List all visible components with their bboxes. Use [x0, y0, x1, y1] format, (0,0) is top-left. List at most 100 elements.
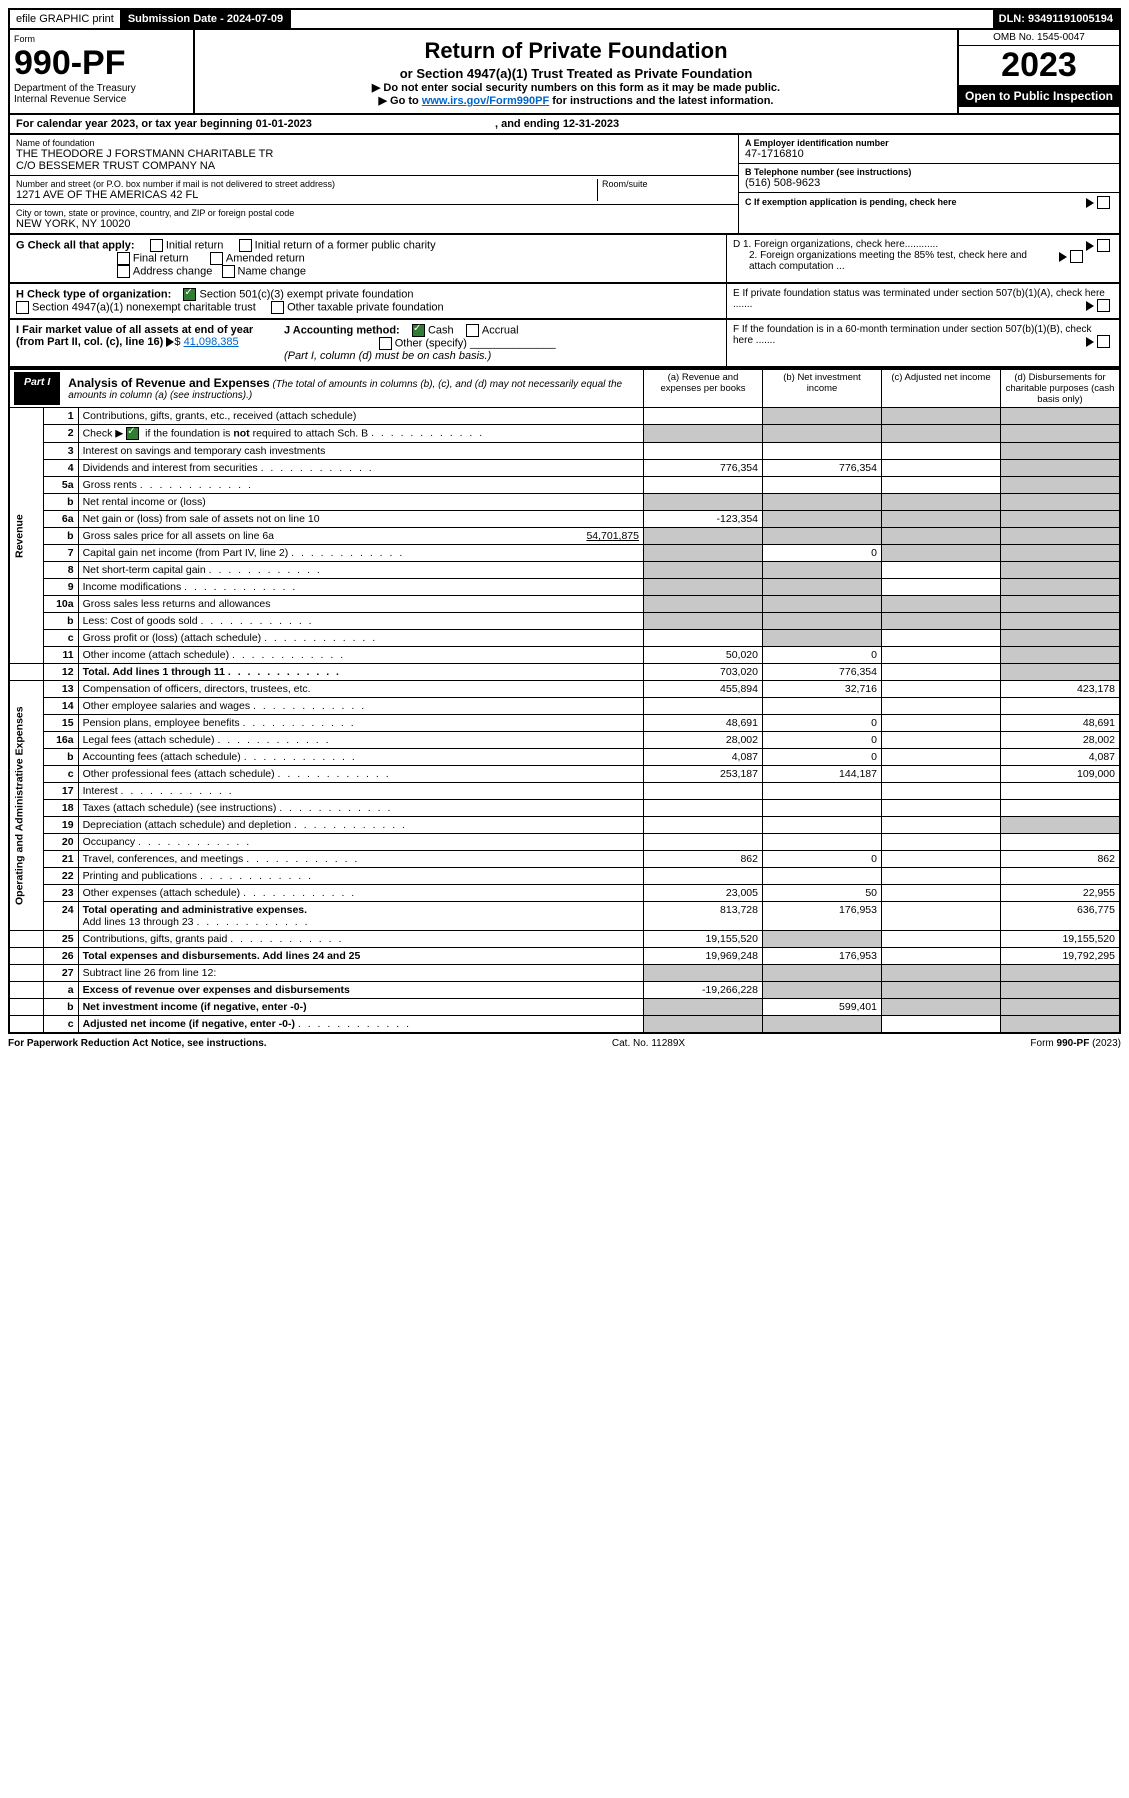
table-row: 2Check ▶ if the foundation is not requir…	[9, 425, 1120, 443]
table-row: 7Capital gain net income (from Part IV, …	[9, 545, 1120, 562]
city-label: City or town, state or province, country…	[16, 208, 732, 218]
form-number: 990-PF	[14, 44, 189, 83]
table-row: bGross sales price for all assets on lin…	[9, 528, 1120, 545]
j-cash-checkbox[interactable]	[412, 324, 425, 337]
i-val[interactable]: 41,098,385	[184, 336, 239, 348]
ij-row: I Fair market value of all assets at end…	[8, 320, 1121, 368]
col-d: (d) Disbursements for charitable purpose…	[1001, 369, 1121, 408]
col-c: (c) Adjusted net income	[882, 369, 1001, 408]
table-row: bAccounting fees (attach schedule) 4,087…	[9, 749, 1120, 766]
table-row: 14Other employee salaries and wages	[9, 698, 1120, 715]
efile-topbar: efile GRAPHIC print Submission Date - 20…	[8, 8, 1121, 30]
col-b: (b) Net investment income	[763, 369, 882, 408]
ein-val: 47-1716810	[745, 148, 1113, 160]
g-name-checkbox[interactable]	[222, 265, 235, 278]
note-link: ▶ Go to www.irs.gov/Form990PF for instru…	[201, 94, 951, 107]
open-inspection: Open to Public Inspection	[959, 85, 1119, 107]
table-row: 15Pension plans, employee benefits 48,69…	[9, 715, 1120, 732]
table-row: Operating and Administrative Expenses 13…	[9, 681, 1120, 698]
form-word: Form	[14, 34, 189, 44]
g-initial-public-checkbox[interactable]	[239, 239, 252, 252]
h-other-checkbox[interactable]	[271, 301, 284, 314]
table-row: 20Occupancy	[9, 834, 1120, 851]
e-label: E If private foundation status was termi…	[733, 288, 1105, 310]
ein-label: A Employer identification number	[745, 138, 1113, 148]
j-other-checkbox[interactable]	[379, 337, 392, 350]
d2-checkbox[interactable]	[1070, 250, 1083, 263]
part1-tab: Part I	[14, 372, 60, 405]
name-label: Name of foundation	[16, 138, 732, 148]
table-row: Revenue 1Contributions, gifts, grants, e…	[9, 408, 1120, 425]
arrow-icon	[1086, 337, 1094, 347]
table-row: 5aGross rents	[9, 477, 1120, 494]
f-checkbox[interactable]	[1097, 335, 1110, 348]
omb: OMB No. 1545-0047	[959, 30, 1119, 46]
table-row: 6aNet gain or (loss) from sale of assets…	[9, 511, 1120, 528]
irs: Internal Revenue Service	[14, 94, 189, 105]
foundation-name-1: THE THEODORE J FORSTMANN CHARITABLE TR	[16, 148, 732, 160]
table-row: 4Dividends and interest from securities …	[9, 460, 1120, 477]
arrow-icon	[1086, 301, 1094, 311]
g-row: G Check all that apply: Initial return I…	[8, 235, 1121, 284]
table-row: 27Subtract line 26 from line 12:	[9, 965, 1120, 982]
h-label: H Check type of organization:	[16, 288, 171, 300]
arrow-icon	[1086, 241, 1094, 251]
foot-left: For Paperwork Reduction Act Notice, see …	[8, 1038, 267, 1049]
foot-right: Form 990-PF (2023)	[1030, 1038, 1121, 1049]
addr-label: Number and street (or P.O. box number if…	[16, 179, 597, 189]
table-row: 24Total operating and administrative exp…	[9, 902, 1120, 931]
j-note: (Part I, column (d) must be on cash basi…	[284, 350, 491, 362]
d1-checkbox[interactable]	[1097, 239, 1110, 252]
j-accrual-checkbox[interactable]	[466, 324, 479, 337]
table-row: 18Taxes (attach schedule) (see instructi…	[9, 800, 1120, 817]
tel-label: B Telephone number (see instructions)	[745, 167, 1113, 177]
table-row: 16aLegal fees (attach schedule) 28,00202…	[9, 732, 1120, 749]
g-address-checkbox[interactable]	[117, 265, 130, 278]
revenue-section: Revenue	[9, 408, 43, 664]
addr-val: 1271 AVE OF THE AMERICAS 42 FL	[16, 189, 597, 201]
table-row: 10aGross sales less returns and allowanc…	[9, 596, 1120, 613]
c-checkbox[interactable]	[1097, 196, 1110, 209]
table-row: 22Printing and publications	[9, 868, 1120, 885]
f-label: F If the foundation is in a 60-month ter…	[733, 324, 1092, 346]
efile-label: efile GRAPHIC print	[10, 10, 122, 28]
h-4947-checkbox[interactable]	[16, 301, 29, 314]
arrow-icon	[1086, 198, 1094, 208]
part1-table: Part I Analysis of Revenue and Expenses …	[8, 368, 1121, 1034]
table-row: 26Total expenses and disbursements. Add …	[9, 948, 1120, 965]
table-row: bNet rental income or (loss)	[9, 494, 1120, 511]
j-label: J Accounting method:	[284, 324, 400, 336]
schb-checkbox[interactable]	[126, 427, 139, 440]
table-row: cAdjusted net income (if negative, enter…	[9, 1016, 1120, 1034]
table-row: 23Other expenses (attach schedule) 23,00…	[9, 885, 1120, 902]
table-row: cOther professional fees (attach schedul…	[9, 766, 1120, 783]
room-label: Room/suite	[597, 179, 732, 201]
foundation-name-2: C/O BESSEMER TRUST COMPANY NA	[16, 160, 732, 172]
form-subtitle: or Section 4947(a)(1) Trust Treated as P…	[201, 66, 951, 81]
footer: For Paperwork Reduction Act Notice, see …	[8, 1034, 1121, 1049]
arrow-icon	[166, 337, 174, 347]
part1-title: Analysis of Revenue and Expenses (The to…	[60, 372, 639, 405]
dln: DLN: 93491191005194	[993, 10, 1119, 28]
expenses-section: Operating and Administrative Expenses	[9, 681, 43, 931]
table-row: 8Net short-term capital gain	[9, 562, 1120, 579]
form-title: Return of Private Foundation	[201, 38, 951, 64]
note-ssn: ▶ Do not enter social security numbers o…	[201, 81, 951, 94]
table-row: 9Income modifications	[9, 579, 1120, 596]
form-header: Form 990-PF Department of the Treasury I…	[8, 30, 1121, 115]
g-final-checkbox[interactable]	[117, 252, 130, 265]
h-501c3-checkbox[interactable]	[183, 288, 196, 301]
table-row: 25Contributions, gifts, grants paid 19,1…	[9, 931, 1120, 948]
table-row: cGross profit or (loss) (attach schedule…	[9, 630, 1120, 647]
dept: Department of the Treasury	[14, 83, 189, 94]
e-checkbox[interactable]	[1097, 299, 1110, 312]
d1-label: D 1. Foreign organizations, check here..…	[733, 239, 938, 250]
col-a: (a) Revenue and expenses per books	[644, 369, 763, 408]
calendar-year-line: For calendar year 2023, or tax year begi…	[8, 115, 1121, 135]
table-row: 17Interest	[9, 783, 1120, 800]
irs-link[interactable]: www.irs.gov/Form990PF	[422, 95, 549, 107]
g-initial-checkbox[interactable]	[150, 239, 163, 252]
entity-info: Name of foundation THE THEODORE J FORSTM…	[8, 135, 1121, 235]
table-row: 21Travel, conferences, and meetings 8620…	[9, 851, 1120, 868]
g-amended-checkbox[interactable]	[210, 252, 223, 265]
